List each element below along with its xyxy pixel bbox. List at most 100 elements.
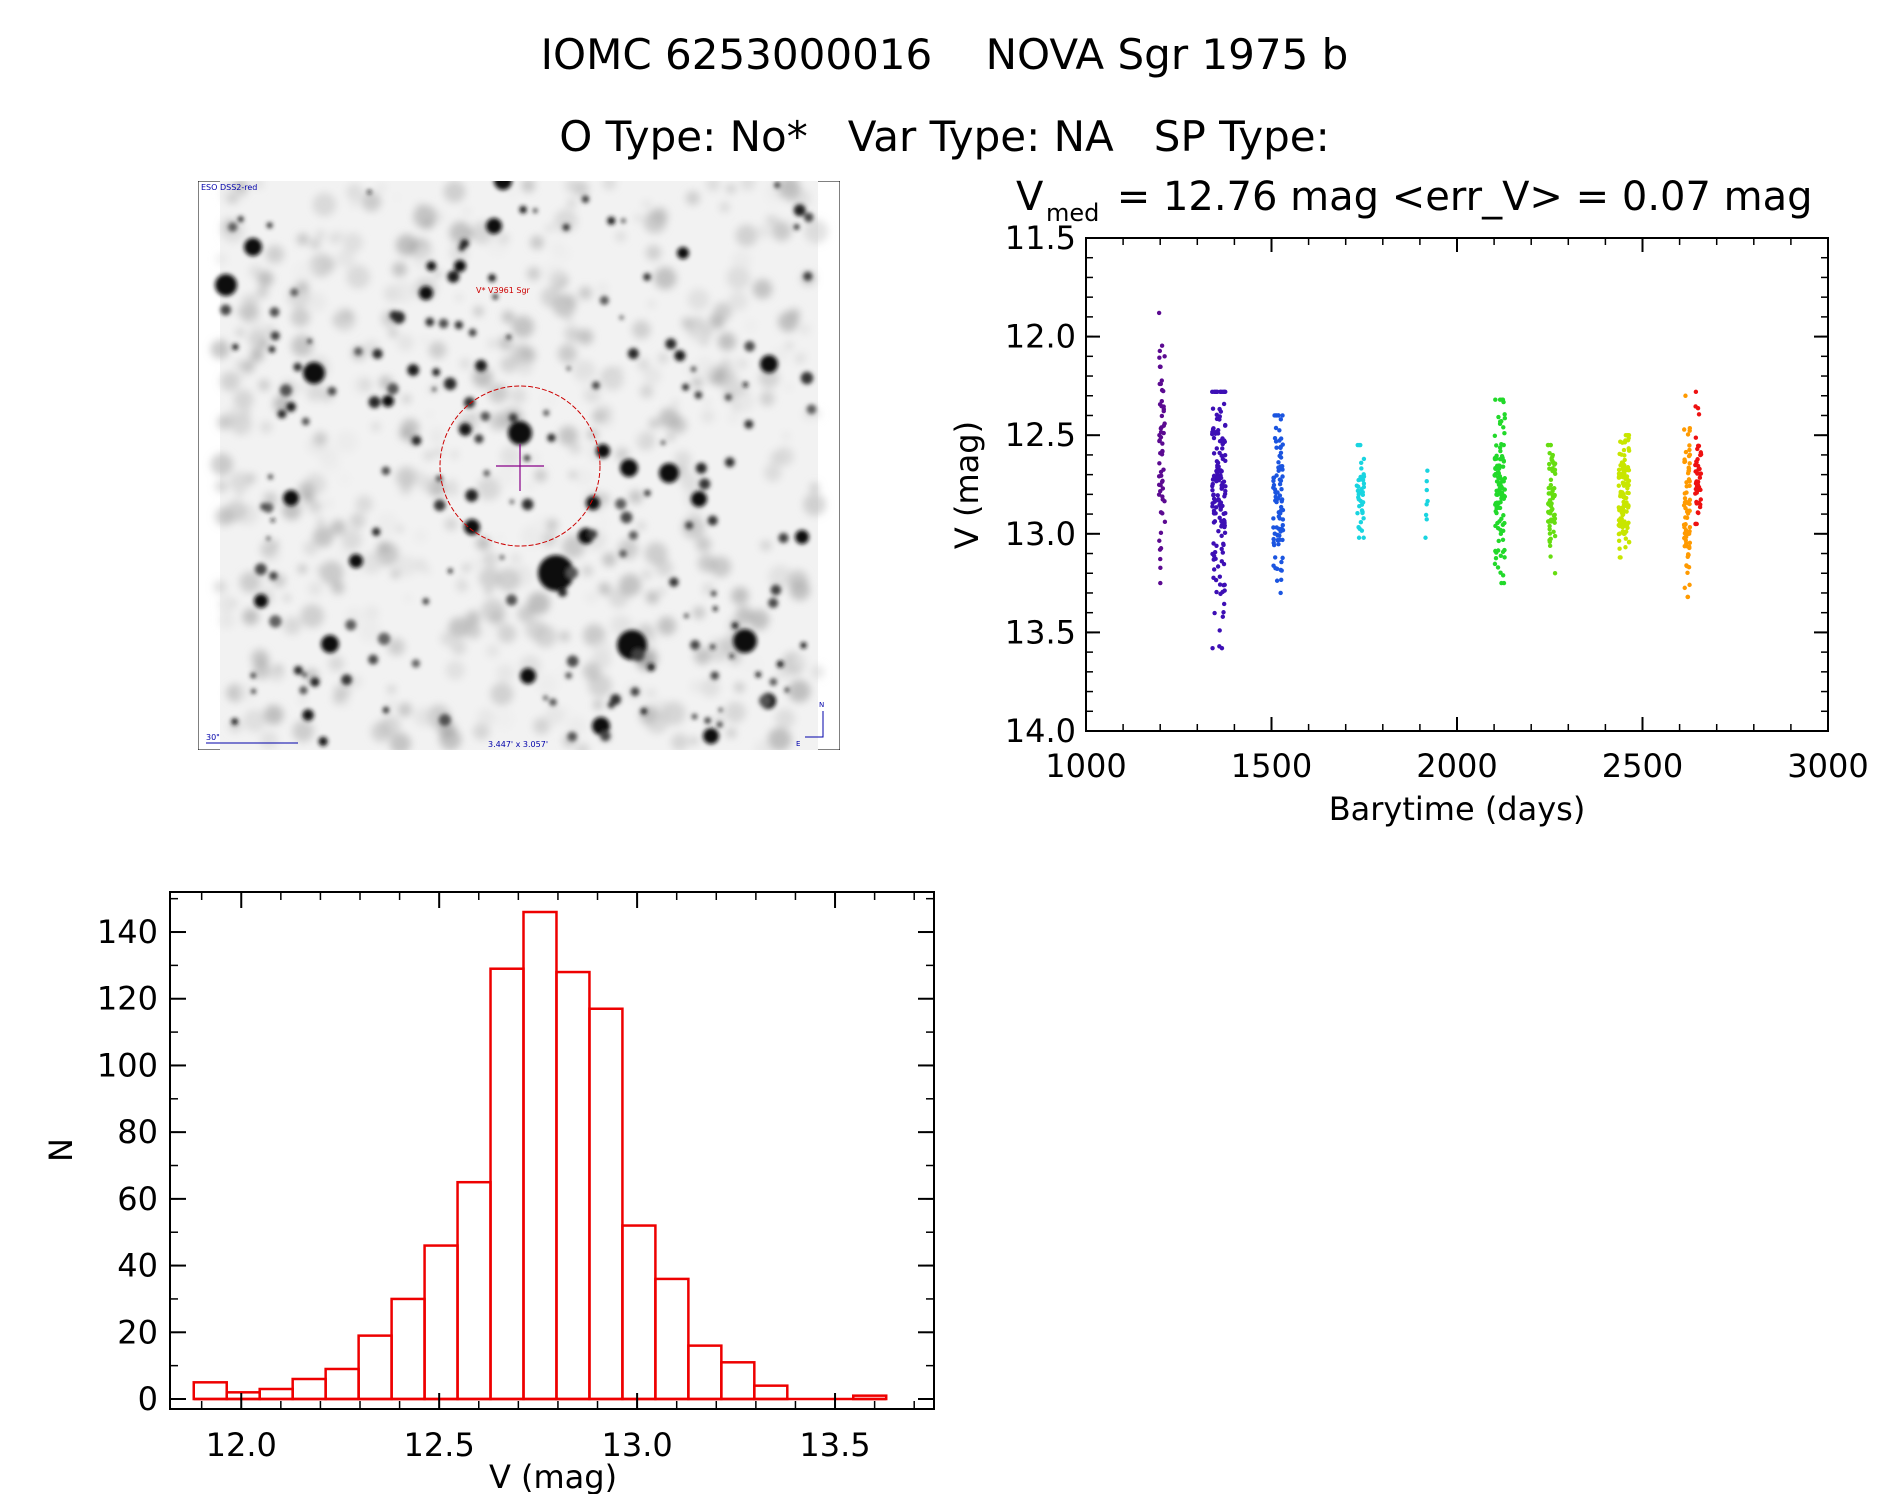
sky-noise-blob xyxy=(298,564,307,574)
sky-noise-blob xyxy=(803,493,826,516)
sky-noise-blob xyxy=(478,567,501,589)
sky-noise-blob xyxy=(263,575,271,582)
sky-star xyxy=(302,709,314,721)
sky-noise-blob xyxy=(233,389,254,410)
lc-point xyxy=(1356,525,1361,530)
lc-point xyxy=(1211,557,1216,562)
sky-noise-blob xyxy=(364,605,380,621)
sky-noise-blob xyxy=(743,318,758,333)
sky-star xyxy=(368,396,381,409)
lc-point xyxy=(1683,506,1688,511)
lc-point xyxy=(1222,439,1228,444)
lc-point xyxy=(1162,499,1167,504)
lc-point xyxy=(1278,508,1284,513)
lc-point xyxy=(1550,458,1555,464)
lc-point xyxy=(1686,468,1691,474)
lc-point xyxy=(1213,477,1218,483)
sky-noise-blob xyxy=(793,653,808,668)
sky-star xyxy=(377,632,391,646)
sky-star xyxy=(619,315,624,320)
lc-point xyxy=(1685,594,1691,600)
sky-noise-blob xyxy=(456,575,465,583)
lc-point xyxy=(1360,492,1366,498)
sky-noise-blob xyxy=(748,609,770,631)
lc-point xyxy=(1683,522,1688,527)
lc-point xyxy=(1622,523,1627,529)
lc-point xyxy=(1214,412,1220,418)
lc-point xyxy=(1361,484,1367,490)
sky-noise-blob xyxy=(778,181,801,201)
lc-point xyxy=(1160,486,1166,491)
lc-point xyxy=(1617,474,1622,480)
lc-point xyxy=(1547,511,1553,516)
lc-point xyxy=(1625,481,1630,486)
lc-point xyxy=(1273,413,1278,418)
histogram-bar xyxy=(687,1344,723,1401)
sky-noise-blob xyxy=(292,720,314,742)
sky-noise-blob xyxy=(798,323,811,336)
compass-arrows xyxy=(805,711,824,738)
lc-point xyxy=(1423,535,1428,540)
sky-noise-blob xyxy=(546,518,559,531)
lc-point xyxy=(1217,502,1222,508)
sky-noise-blob xyxy=(476,476,501,501)
sky-star xyxy=(704,717,712,724)
sky-noise-blob xyxy=(645,245,662,261)
sky-noise-blob xyxy=(566,198,577,208)
lc-point xyxy=(1682,459,1687,465)
lc-point xyxy=(1219,533,1224,539)
lc-point xyxy=(1210,487,1215,493)
lc-point xyxy=(1493,502,1499,508)
lc-point xyxy=(1156,474,1162,479)
lc-point xyxy=(1278,450,1284,455)
sky-noise-blob xyxy=(341,529,363,551)
sky-noise-blob xyxy=(263,492,278,507)
lc-point xyxy=(1681,522,1687,528)
sky-noise-blob xyxy=(587,428,599,441)
lc-point xyxy=(1502,494,1507,499)
sky-noise-blob xyxy=(313,488,321,496)
sky-noise-blob xyxy=(423,450,434,461)
sky-noise-blob xyxy=(239,571,261,593)
sky-noise-blob xyxy=(681,317,693,329)
sky-noise-blob xyxy=(724,701,746,724)
lc-point xyxy=(1684,484,1689,489)
sky-star xyxy=(643,273,651,281)
sky-star xyxy=(254,594,268,608)
lc-point xyxy=(1492,473,1498,478)
sky-noise-blob xyxy=(657,616,677,636)
lc-point xyxy=(1621,464,1627,470)
lc-point xyxy=(1280,517,1286,522)
sky-noise-blob xyxy=(241,294,259,313)
lc-point xyxy=(1694,501,1699,506)
lc-point xyxy=(1495,469,1501,475)
lc-point xyxy=(1497,519,1502,524)
lc-point xyxy=(1158,429,1164,435)
sky-noise-blob xyxy=(566,716,587,737)
lc-point xyxy=(1161,408,1166,414)
lc-point xyxy=(1218,389,1223,395)
lc-point xyxy=(1160,448,1165,454)
sky-noise-blob xyxy=(310,238,321,250)
lc-point xyxy=(1694,499,1699,505)
lc-point xyxy=(1498,500,1503,505)
lc-point xyxy=(1492,433,1498,439)
lc-point xyxy=(1687,425,1693,431)
sky-star xyxy=(232,343,239,351)
sky-star xyxy=(729,653,734,659)
lc-point xyxy=(1685,508,1691,514)
lc-point xyxy=(1494,488,1499,493)
lc-point xyxy=(1219,469,1224,474)
lc-point xyxy=(1694,486,1699,492)
lc-point xyxy=(1278,464,1283,469)
lc-point xyxy=(1498,448,1503,454)
lc-point xyxy=(1618,494,1623,499)
sky-noise-blob xyxy=(564,181,580,193)
sky-noise-blob xyxy=(307,292,327,312)
sky-noise-blob xyxy=(235,327,245,337)
lc-point xyxy=(1546,502,1552,507)
lc-point xyxy=(1625,433,1631,438)
lc-point xyxy=(1621,474,1626,480)
sky-star xyxy=(349,554,363,568)
lc-point xyxy=(1623,536,1629,541)
